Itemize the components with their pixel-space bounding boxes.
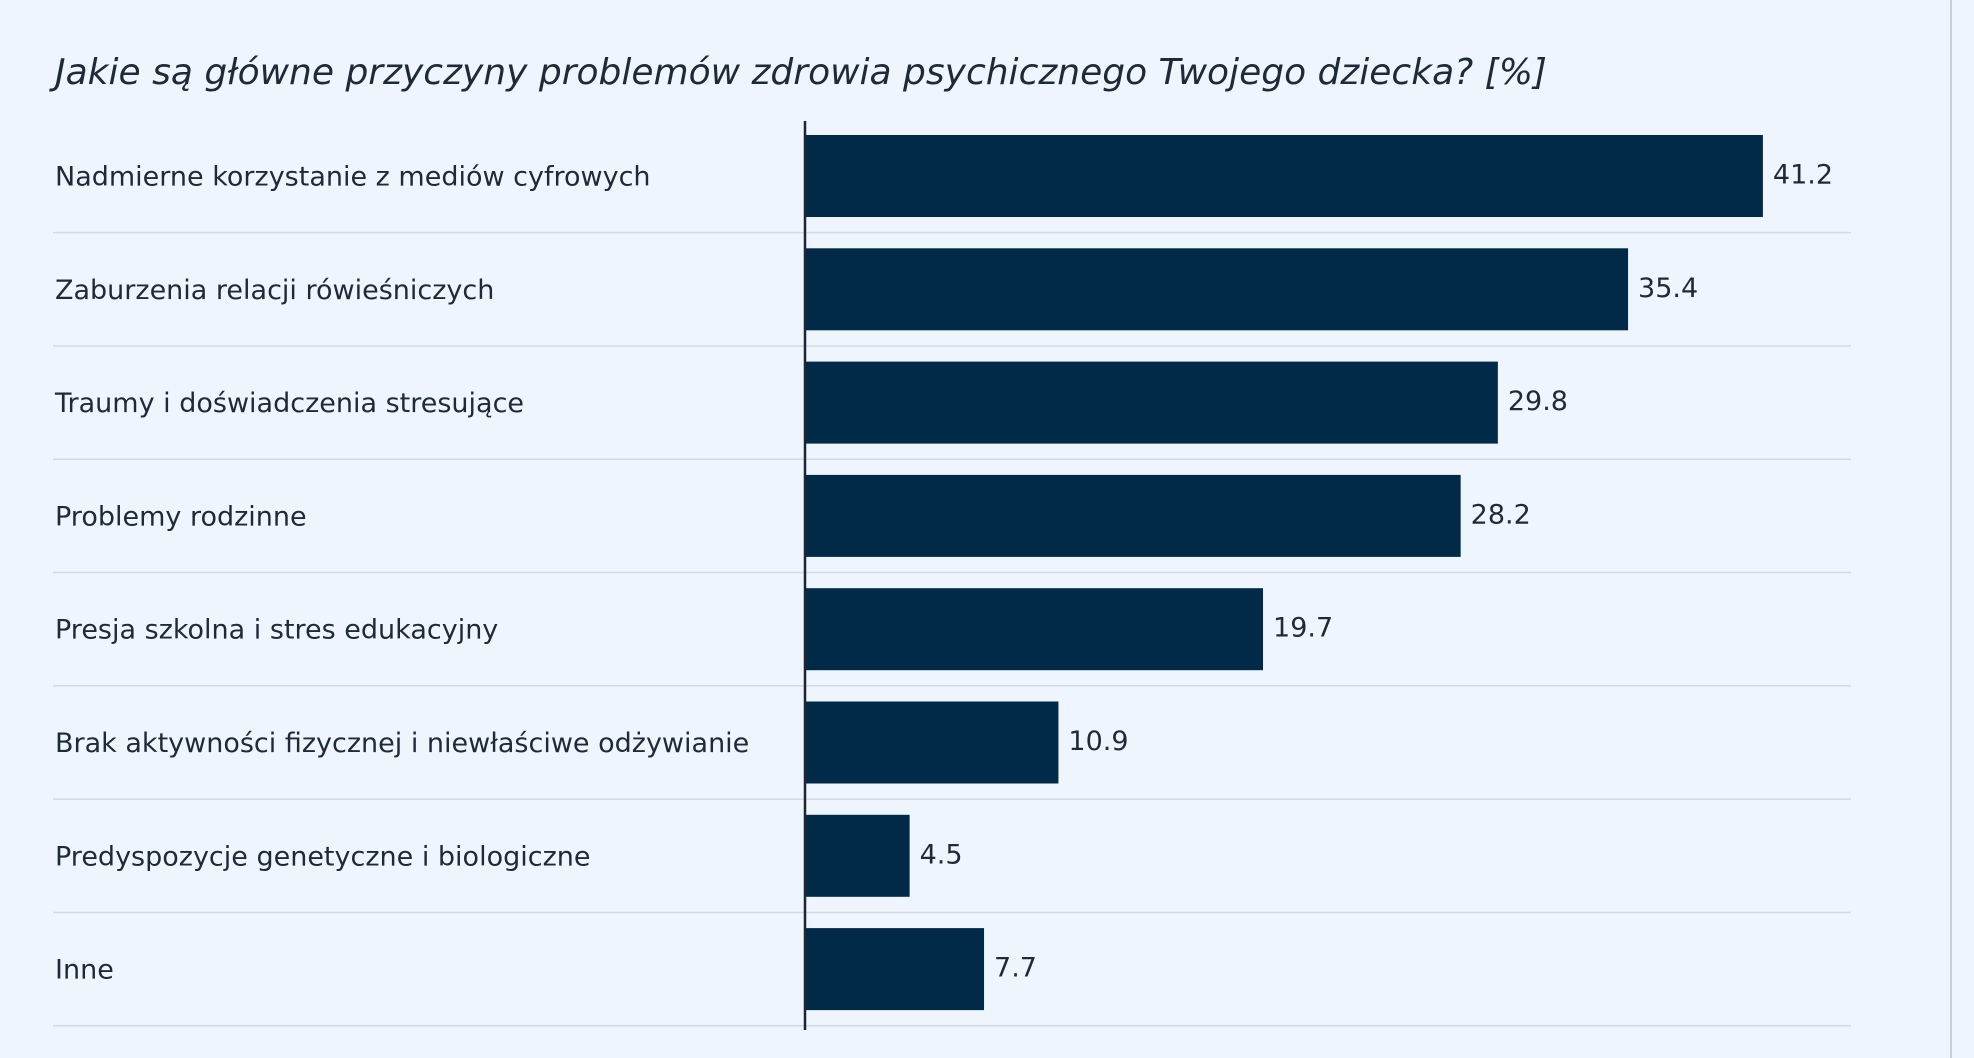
value-label: 35.4 <box>1638 273 1698 304</box>
bar <box>805 928 985 1011</box>
value-label: 10.9 <box>1068 726 1128 757</box>
category-label: Zaburzenia relacji rówieśniczych <box>55 275 494 306</box>
category-label: Traumy i doświadczenia stresujące <box>54 388 524 419</box>
value-label: 7.7 <box>994 953 1037 984</box>
category-label: Predyspozycje genetyczne i biologiczne <box>55 841 590 872</box>
value-label: 29.8 <box>1508 386 1568 417</box>
bar <box>805 248 1629 331</box>
category-label: Nadmierne korzystanie z mediów cyfrowych <box>55 162 651 193</box>
bar <box>805 588 1264 671</box>
chart-title: Jakie są główne przyczyny problemów zdro… <box>49 52 1547 93</box>
category-label: Presja szkolna i stres edukacyjny <box>55 615 498 646</box>
value-label: 28.2 <box>1471 499 1531 530</box>
bar <box>805 135 1763 217</box>
category-label: Brak aktywności fizycznej i niewłaściwe … <box>55 728 749 759</box>
bar <box>805 474 1461 557</box>
category-label: Inne <box>55 955 114 986</box>
bar <box>805 814 910 897</box>
value-label: 19.7 <box>1273 613 1333 644</box>
bar <box>805 701 1059 784</box>
value-label: 41.2 <box>1773 160 1833 191</box>
bar <box>805 361 1498 444</box>
category-label: Problemy rodzinne <box>55 501 307 532</box>
value-label: 4.5 <box>920 839 963 870</box>
